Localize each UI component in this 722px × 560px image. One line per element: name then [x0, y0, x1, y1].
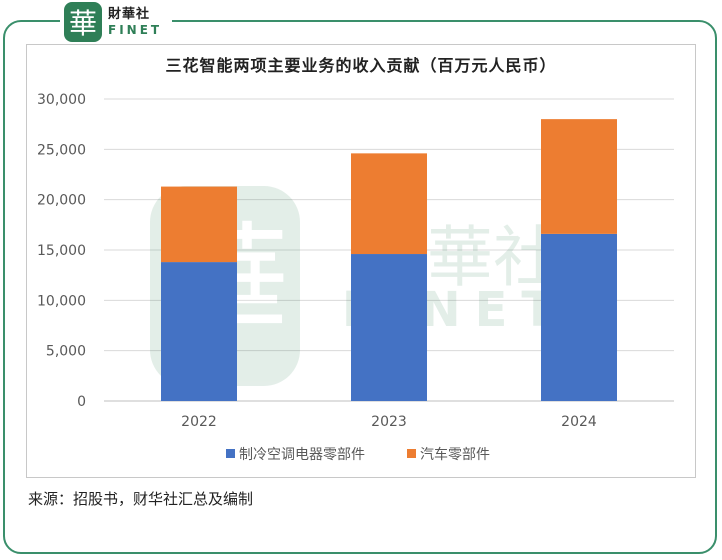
bar-2023-series-1	[351, 153, 427, 255]
legend-swatch	[407, 449, 416, 458]
x-axis: 2022 2023 2024	[181, 414, 597, 430]
legend-swatch	[226, 449, 235, 458]
y-tick-label: 10,000	[37, 293, 86, 309]
bar-2022-series-0	[161, 262, 237, 401]
chart-title: 三花智能两项主要业务的收入贡献（百万元人民币）	[165, 56, 557, 75]
legend: 制冷空调电器零部件 汽车零部件	[226, 446, 490, 463]
brand-logo: 華 財華社 FINET	[60, 0, 173, 44]
y-tick-label: 5,000	[46, 344, 86, 360]
logo-seal-icon: 華	[64, 2, 102, 42]
x-tick-label: 2022	[181, 414, 217, 430]
bar-2024-series-1	[541, 119, 617, 234]
y-tick-label: 25,000	[37, 142, 86, 158]
x-tick-label: 2023	[371, 414, 407, 430]
bar-2024-series-0	[541, 233, 617, 401]
bars	[161, 119, 617, 401]
source-note: 来源：招股书，财华社汇总及编制	[28, 490, 254, 508]
y-tick-label: 0	[77, 394, 86, 410]
y-tick-label: 30,000	[37, 92, 86, 108]
y-tick-label: 20,000	[37, 193, 86, 209]
legend-label: 制冷空调电器零部件	[239, 447, 365, 463]
y-tick-label: 15,000	[37, 243, 86, 259]
bar-2022-series-1	[161, 186, 237, 263]
legend-label: 汽车零部件	[420, 446, 490, 463]
logo-name-en: FINET	[108, 23, 163, 37]
x-tick-label: 2024	[561, 414, 597, 430]
y-axis: 0 5,000 10,000 15,000 20,000 25,000 30,000	[37, 92, 86, 410]
bar-2023-series-0	[351, 254, 427, 401]
logo-name-cn: 財華社	[108, 7, 151, 22]
